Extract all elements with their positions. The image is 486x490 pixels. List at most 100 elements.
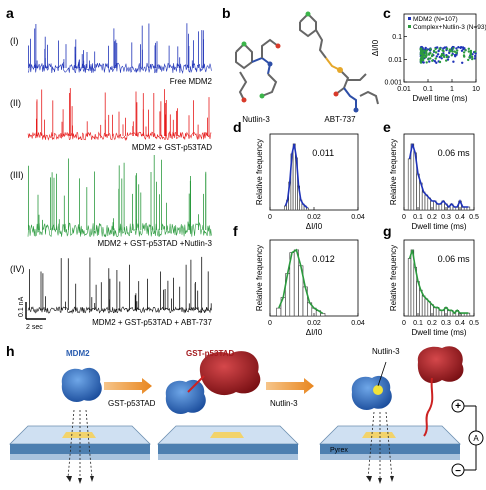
trace-2-roman: (II): [10, 98, 21, 108]
histogram-bar: [421, 295, 426, 317]
histogram-bar: [438, 203, 443, 211]
scatter-point: [473, 57, 476, 60]
scatter-point: [463, 55, 466, 58]
histogram-bar: [435, 203, 440, 211]
step-arrow-2-label: Nutlin-3: [270, 399, 298, 408]
x-tick-label: 0: [268, 214, 272, 221]
fit-curve: [408, 249, 469, 315]
legend-swatch: [408, 17, 411, 20]
trace-3-label: MDM2 + GST-p53TAD +Nutlin-3: [97, 239, 212, 248]
trace-1-signal: [27, 23, 212, 74]
x-tick-label: 0.2: [427, 214, 437, 221]
fit-curve: [278, 248, 324, 315]
x-tick-label: 0.2: [427, 320, 437, 327]
molecule-left-label: Nutlin-3: [242, 115, 270, 124]
trace-2-signal: [27, 88, 212, 142]
scatter-point: [448, 48, 452, 51]
x-tick-label: 0.01: [397, 86, 411, 93]
scatter-point: [429, 57, 432, 60]
chip-3: Pyrex: [319, 411, 461, 484]
y-tick-label: 0.1: [392, 34, 402, 41]
ammeter-icon: [468, 430, 484, 446]
trace-1-roman: (I): [10, 36, 19, 46]
x-tick-label: 0.3: [441, 214, 451, 221]
legend-swatch: [408, 25, 411, 28]
trace-4-signal: [27, 256, 212, 315]
scatter-point: [428, 60, 431, 63]
x-tick-label: 0: [402, 320, 406, 327]
scatter-point: [422, 61, 425, 64]
trace-noise-band: [27, 130, 212, 142]
scatter-point: [459, 46, 463, 49]
pyrex-label: Pyrex: [330, 447, 348, 454]
step-arrow-2: Nutlin-3: [266, 378, 314, 408]
scatter-point: [434, 57, 437, 60]
trace-3: (III) MDM2 + GST-p53TAD +Nutlin-3: [10, 155, 213, 248]
scatter-point: [445, 55, 448, 59]
trace-3-signal: [27, 155, 212, 238]
histogram-bar: [320, 313, 326, 317]
scatter-point: [460, 49, 464, 52]
fit-curve: [408, 143, 469, 209]
scatter-point: [438, 60, 442, 64]
legend-entry: Complex+Nutlin-3 (N=93): [413, 24, 486, 31]
histogram-bar: [438, 309, 443, 317]
x-tick-label: 0.1: [413, 320, 423, 327]
scatter-point: [438, 47, 441, 50]
x-tick-label: 0: [268, 320, 272, 327]
scatter-point: [440, 54, 443, 58]
scatter-point: [471, 57, 474, 61]
scatter-point: [421, 58, 424, 61]
step-arrow-1-label: GST-p53TAD: [108, 399, 156, 408]
peak-annotation: 0.06 ms: [438, 148, 471, 158]
scatter-point: [435, 55, 438, 58]
x-axis-label: ΔI/I0: [306, 222, 323, 231]
y-axis-label: Relative frequency: [255, 139, 264, 205]
legend-entry: MDM2 (N=107): [413, 16, 458, 23]
peak-annotation: 0.06 ms: [438, 254, 471, 264]
histogram-f: 0 0.02 0.04 ΔI/I0 Relative frequency 0.012: [255, 239, 365, 337]
mdm2-protein: MDM2: [61, 349, 102, 403]
nanopore-1: [62, 432, 96, 438]
plot-frame: [403, 13, 477, 83]
scatter-point: [469, 49, 473, 53]
scatter-point: [467, 58, 470, 62]
scatter-point: [425, 54, 428, 57]
scale-bar-time: 2 sec: [26, 324, 43, 331]
x-tick-label: 0.4: [455, 320, 465, 327]
complex-protein: GST-p53TAD: [165, 349, 261, 415]
scatter-point: [468, 56, 471, 59]
scatter-point: [469, 53, 472, 56]
x-tick-label: 0.5: [469, 214, 479, 221]
peak-annotation: 0.011: [312, 148, 334, 158]
trace-3-roman: (III): [10, 170, 24, 180]
scale-bar: 0.1 nA 2 sec: [18, 296, 46, 331]
nutlin3-structure: [235, 38, 281, 103]
gst-free-protein: [417, 346, 464, 437]
x-tick-label: 0: [402, 214, 406, 221]
x-axis-label: Dwell time (ms): [411, 328, 466, 337]
scatter-point: [442, 55, 446, 59]
nanopore-3: [362, 432, 396, 438]
scatter-point: [437, 49, 440, 53]
scatter-point: [430, 54, 434, 58]
scatter-point: [421, 53, 425, 57]
scatter-point: [452, 47, 455, 50]
trace-noise-band: [27, 306, 212, 315]
histogram-bar: [283, 205, 287, 211]
circuit-plus: [451, 399, 465, 413]
scatter-point: [420, 49, 423, 52]
trace-1: (I) Free MDM2: [10, 23, 213, 86]
panel-label-h: h: [6, 343, 15, 359]
circuit-minus: [451, 463, 465, 477]
scatter-point: [467, 50, 470, 53]
histogram-bar: [293, 249, 299, 317]
trace-4-label: MDM2 + GST-p53TAD + ABT-737: [92, 318, 212, 327]
histogram-bar: [433, 307, 437, 317]
fit-curve: [284, 143, 308, 209]
scatter-point: [456, 49, 459, 52]
trace-4: (IV) MDM2 + GST-p53TAD + ABT-737: [10, 256, 213, 327]
scatter-point: [434, 47, 437, 51]
histogram-bar: [419, 289, 423, 317]
scatter-point: [463, 47, 466, 50]
